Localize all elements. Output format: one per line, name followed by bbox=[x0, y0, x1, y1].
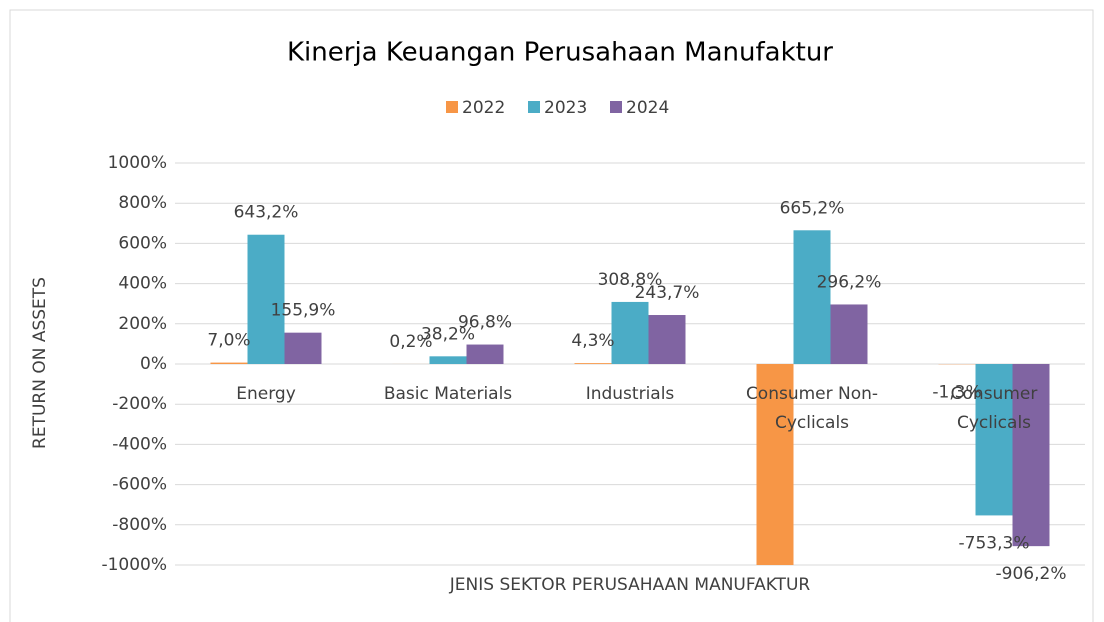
bar bbox=[611, 301, 649, 364]
data-label: 0,2% bbox=[389, 332, 432, 352]
data-label: 643,2% bbox=[234, 203, 299, 223]
legend-swatch bbox=[446, 101, 458, 113]
bar bbox=[830, 304, 868, 364]
data-label: 155,9% bbox=[271, 301, 336, 321]
bar bbox=[284, 332, 322, 364]
data-label: 308,8% bbox=[598, 270, 663, 290]
x-tick-label: Industrials bbox=[586, 384, 675, 404]
y-tick-label: 400% bbox=[118, 274, 167, 294]
data-label: 96,8% bbox=[458, 313, 512, 333]
y-tick-label: 800% bbox=[118, 193, 167, 213]
chart-title: Kinerja Keuangan Perusahaan Manufaktur bbox=[287, 38, 833, 68]
grid bbox=[175, 162, 1085, 566]
bar bbox=[975, 364, 1013, 516]
bar bbox=[648, 315, 686, 364]
legend-label: 2023 bbox=[544, 98, 587, 118]
data-label: -753,3% bbox=[959, 533, 1030, 553]
legend-swatch bbox=[528, 101, 540, 113]
y-tick-label: 0% bbox=[140, 354, 167, 374]
y-tick-label: 200% bbox=[118, 314, 167, 334]
y-axis-title: RETURN ON ASSETS bbox=[30, 277, 50, 449]
y-tick-label: 1000% bbox=[108, 153, 167, 173]
x-tick-label: Consumer Non-Cyclicals bbox=[746, 384, 878, 433]
bar bbox=[466, 344, 504, 364]
y-tick-label: 600% bbox=[118, 233, 167, 253]
x-tick-label: Energy bbox=[236, 384, 296, 404]
legend-swatch bbox=[610, 101, 622, 113]
bar bbox=[756, 364, 794, 565]
x-tick-label: Basic Materials bbox=[384, 384, 512, 404]
data-label: 4,3% bbox=[571, 331, 614, 351]
bar bbox=[429, 356, 467, 364]
y-tick-label: -200% bbox=[112, 394, 167, 414]
data-label: -1,3% bbox=[932, 382, 981, 402]
y-tick-label: -400% bbox=[112, 434, 167, 454]
y-tick-label: -600% bbox=[112, 475, 167, 495]
legend-label: 2024 bbox=[626, 98, 669, 118]
bar bbox=[1012, 364, 1050, 547]
data-label: 7,0% bbox=[207, 331, 250, 351]
bar bbox=[247, 234, 285, 364]
data-label: 665,2% bbox=[780, 198, 845, 218]
bar bbox=[793, 230, 831, 364]
y-tick-label: -1000% bbox=[101, 555, 167, 575]
x-tick-label: Consumer Cyclicals bbox=[951, 384, 1038, 433]
data-label: -906,2% bbox=[996, 564, 1067, 584]
y-tick-label: -800% bbox=[112, 515, 167, 535]
bar bbox=[574, 363, 612, 364]
bars bbox=[210, 230, 1050, 565]
legend-label: 2022 bbox=[462, 98, 505, 118]
data-label: 38,2% bbox=[421, 324, 475, 344]
x-axis-title: JENIS SEKTOR PERUSAHAAN MANUFAKTUR bbox=[449, 575, 811, 595]
bar bbox=[210, 362, 248, 364]
data-label: 243,7% bbox=[635, 283, 700, 303]
data-label: 296,2% bbox=[817, 272, 882, 292]
chart-frame bbox=[9, 9, 1094, 622]
